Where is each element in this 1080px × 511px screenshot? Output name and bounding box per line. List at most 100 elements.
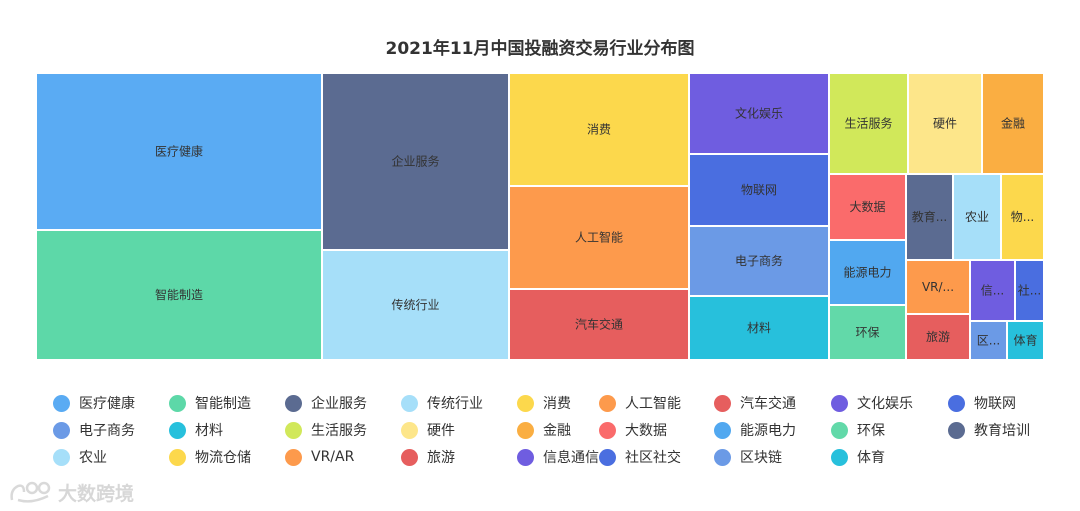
legend-swatch [517, 448, 534, 466]
legend-swatch [599, 448, 616, 466]
legend-swatch [53, 394, 70, 412]
treemap-cell[interactable]: 能源电力 [828, 239, 907, 306]
treemap-cell[interactable]: 消费 [508, 72, 690, 187]
legend-label: 医疗健康 [79, 396, 135, 412]
treemap-cell[interactable]: 社... [1014, 259, 1045, 322]
treemap-label: 生活服务 [844, 116, 892, 131]
legend-item[interactable]: VR/AR [285, 447, 354, 467]
treemap-label: 教育... [912, 209, 947, 224]
legend-item[interactable]: 环保 [831, 420, 885, 440]
treemap-label: 消费 [587, 123, 611, 137]
legend-item[interactable]: 企业服务 [285, 393, 367, 413]
treemap-cell[interactable]: 汽车交通 [508, 288, 690, 361]
treemap-label: 环保 [855, 326, 879, 340]
treemap-rect[interactable] [508, 72, 690, 187]
treemap-rect[interactable] [688, 72, 830, 155]
treemap-cell[interactable]: 区... [969, 320, 1008, 361]
legend-item[interactable]: 信息通信 [517, 447, 599, 467]
legend-item[interactable]: 人工智能 [599, 393, 681, 413]
treemap-cell[interactable]: 医疗健康 [35, 72, 323, 231]
legend-item[interactable]: 消费 [517, 393, 571, 413]
treemap-label: 电子商务 [735, 253, 783, 268]
legend-item[interactable]: 农业 [53, 447, 107, 467]
treemap-label: 社... [1018, 283, 1041, 298]
legend-swatch [517, 394, 534, 412]
treemap-label: 农业 [965, 210, 989, 224]
treemap-label: 汽车交通 [575, 317, 623, 332]
legend-label: 电子商务 [79, 423, 135, 439]
treemap-rect[interactable] [1006, 320, 1045, 361]
treemap-cell[interactable]: 企业服务 [321, 72, 510, 251]
legend-swatch [714, 448, 731, 466]
treemap-cell[interactable]: 金融 [981, 72, 1045, 175]
legend-item[interactable]: 区块链 [714, 447, 782, 467]
treemap-cell[interactable]: 物联网 [688, 153, 830, 227]
legend-label: 大数据 [625, 423, 667, 439]
treemap-cell[interactable]: 文化娱乐 [688, 72, 830, 155]
treemap-rect[interactable] [828, 304, 907, 361]
treemap-rect[interactable] [905, 313, 971, 361]
treemap-cell[interactable]: 智能制造 [35, 229, 323, 361]
treemap-rect[interactable] [688, 153, 830, 227]
treemap-cell[interactable]: 旅游 [905, 313, 971, 361]
legend-swatch [948, 421, 965, 439]
treemap-rect[interactable] [952, 173, 1002, 261]
legend-item[interactable]: 旅游 [401, 447, 455, 467]
legend-item[interactable]: 社区社交 [599, 447, 681, 467]
treemap-rect[interactable] [969, 320, 1008, 361]
treemap-cell[interactable]: 信... [969, 259, 1016, 322]
treemap-rect[interactable] [828, 239, 907, 306]
legend-item[interactable]: 智能制造 [169, 393, 251, 413]
treemap-cell[interactable]: 生活服务 [828, 72, 909, 175]
treemap-rect[interactable] [907, 72, 983, 175]
treemap-cell[interactable]: VR/... [905, 259, 971, 315]
treemap-rect[interactable] [688, 295, 830, 361]
legend-item[interactable]: 体育 [831, 447, 885, 467]
legend-item[interactable]: 教育培训 [948, 420, 1030, 440]
legend-item[interactable]: 物联网 [948, 393, 1016, 413]
treemap-cell[interactable]: 电子商务 [688, 225, 830, 297]
legend-item[interactable]: 传统行业 [401, 393, 483, 413]
treemap-cell[interactable]: 教育... [905, 173, 954, 261]
legend-item[interactable]: 能源电力 [714, 420, 796, 440]
legend-item[interactable]: 金融 [517, 420, 571, 440]
treemap-rect[interactable] [1014, 259, 1045, 322]
treemap-cell[interactable]: 材料 [688, 295, 830, 361]
legend-item[interactable]: 生活服务 [285, 420, 367, 440]
treemap-rect[interactable] [981, 72, 1045, 175]
legend-label: 旅游 [427, 450, 455, 466]
treemap-label: 物... [1011, 210, 1034, 224]
legend-item[interactable]: 物流仓储 [169, 447, 251, 467]
treemap-cell[interactable]: 传统行业 [321, 249, 510, 361]
legend-swatch [831, 448, 848, 466]
treemap-label: 大数据 [849, 199, 885, 214]
treemap-cell[interactable]: 体育 [1006, 320, 1045, 361]
treemap-label: 智能制造 [155, 287, 203, 302]
treemap-cell[interactable]: 农业 [952, 173, 1002, 261]
legend-swatch [285, 421, 302, 439]
treemap-rect[interactable] [321, 72, 510, 251]
treemap-rect[interactable] [508, 288, 690, 361]
treemap-label: 传统行业 [391, 297, 439, 312]
legend-swatch [285, 394, 302, 412]
legend-label: 体育 [857, 450, 885, 466]
legend-item[interactable]: 材料 [169, 420, 223, 440]
legend-item[interactable]: 文化娱乐 [831, 393, 913, 413]
treemap-cell[interactable]: 硬件 [907, 72, 983, 175]
legend-item[interactable]: 医疗健康 [53, 393, 135, 413]
treemap-cell[interactable]: 物... [1000, 173, 1045, 261]
treemap-rect[interactable] [508, 185, 690, 290]
legend-item[interactable]: 硬件 [401, 420, 455, 440]
legend-swatch [714, 421, 731, 439]
legend-item[interactable]: 电子商务 [53, 420, 135, 440]
legend-item[interactable]: 大数据 [599, 420, 667, 440]
treemap-cell[interactable]: 大数据 [828, 173, 907, 241]
treemap-rect[interactable] [1000, 173, 1045, 261]
treemap-cell[interactable]: 人工智能 [508, 185, 690, 290]
legend-label: 社区社交 [625, 450, 681, 466]
legend-label: 农业 [79, 450, 107, 466]
treemap-cell[interactable]: 环保 [828, 304, 907, 361]
legend-item[interactable]: 汽车交通 [714, 393, 796, 413]
treemap-label: 体育 [1013, 333, 1037, 348]
treemap-rect[interactable] [905, 173, 954, 261]
